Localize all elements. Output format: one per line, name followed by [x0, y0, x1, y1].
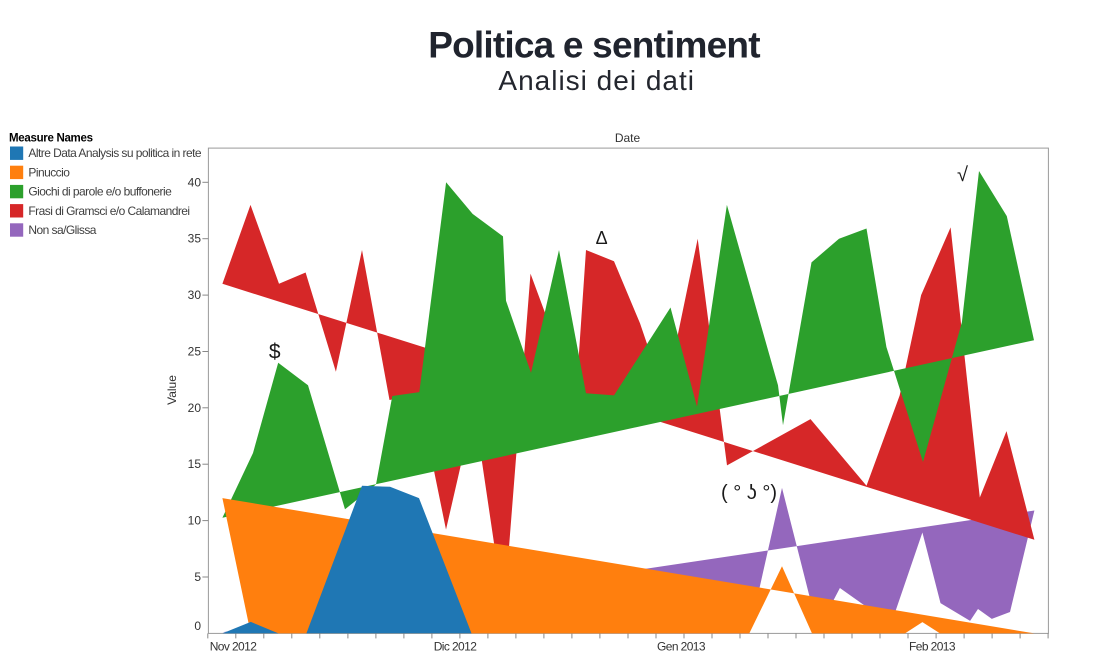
svg-text:30: 30 [188, 288, 202, 302]
svg-text:Nov 2012: Nov 2012 [210, 640, 257, 654]
svg-text:Analisi dei dati: Analisi dei dati [498, 65, 695, 96]
svg-text:Politica e sentiment: Politica e sentiment [428, 24, 760, 65]
svg-text:Dic 2012: Dic 2012 [434, 640, 477, 654]
svg-text:0: 0 [194, 619, 201, 633]
svg-text:Frasi di Gramsci e/o Calamandr: Frasi di Gramsci e/o Calamandrei [28, 204, 189, 218]
svg-text:Pinuccio: Pinuccio [28, 165, 70, 179]
svg-text:Date: Date [615, 131, 641, 145]
svg-text:40: 40 [188, 175, 202, 189]
svg-text:Gen 2013: Gen 2013 [657, 640, 706, 654]
svg-text:Δ: Δ [596, 228, 608, 248]
svg-text:10: 10 [188, 514, 202, 528]
svg-text:Measure Names: Measure Names [9, 133, 93, 145]
svg-text:25: 25 [188, 345, 202, 359]
svg-text:20: 20 [188, 401, 202, 415]
svg-text:5: 5 [194, 570, 201, 584]
svg-text:Altre Data Analysis su politic: Altre Data Analysis su politica in rete [28, 146, 202, 160]
svg-text:Value: Value [165, 375, 179, 405]
svg-text:35: 35 [188, 232, 202, 246]
svg-text:$: $ [269, 341, 281, 364]
svg-text:√: √ [957, 164, 968, 186]
svg-text:Feb 2013: Feb 2013 [909, 640, 956, 654]
svg-text:( ° ʖ °): ( ° ʖ °) [721, 482, 777, 504]
svg-text:Giochi di parole e/o buffoneri: Giochi di parole e/o buffonerie [28, 185, 172, 199]
svg-text:15: 15 [188, 457, 202, 471]
svg-text:Non sa/Glissa: Non sa/Glissa [28, 223, 96, 237]
